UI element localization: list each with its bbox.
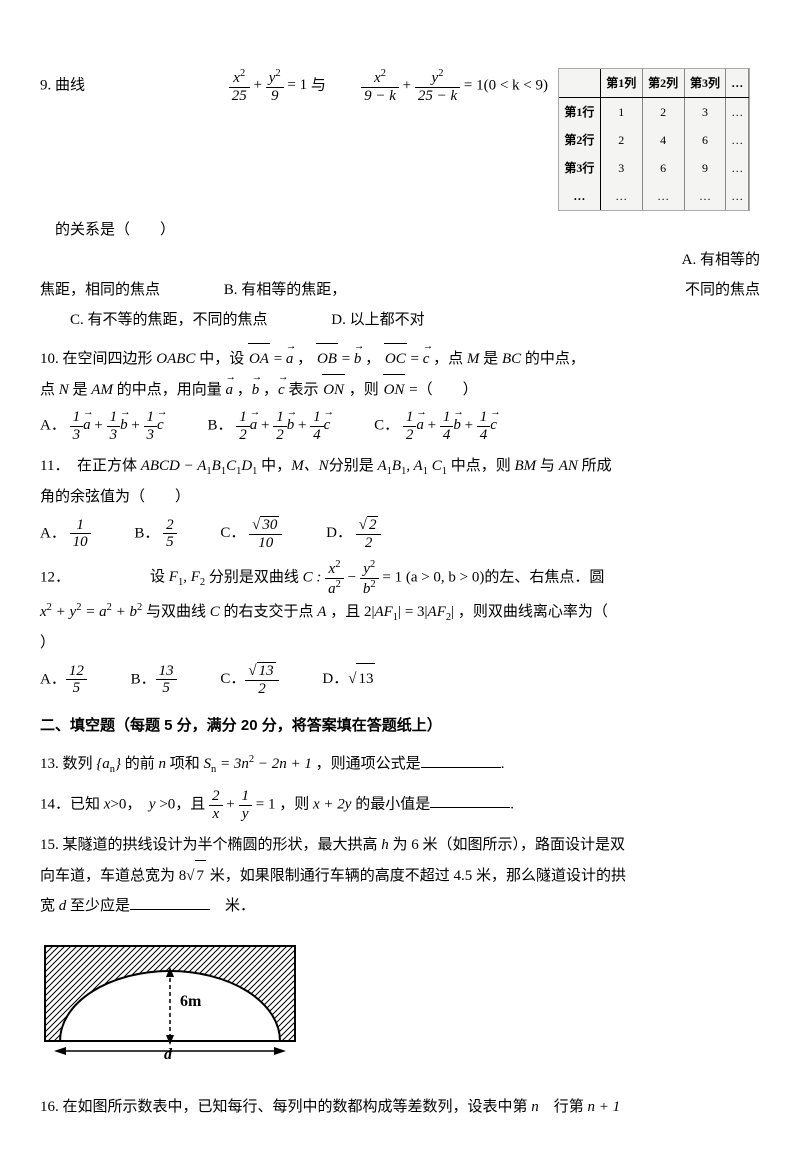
q13-block: 13. 数列 {an} 的前 n 项和 Sn = 3n2 − 2n + 1 ，则… xyxy=(40,749,760,780)
q14-blank[interactable] xyxy=(430,792,510,808)
q9-table: 第1列第2列第3列… 第1行123… 第2行246… 第3行369… …………… xyxy=(559,69,749,210)
section2-header: 二、填空题（每题 5 分，满分 20 分，将答案填在答题纸上） xyxy=(40,711,760,741)
q15-blank[interactable] xyxy=(130,894,210,910)
q9-opt-a-right: A. 有相等的 xyxy=(682,245,760,275)
q12-options: A．125 B．135 C．√132 D．√13 xyxy=(40,662,760,697)
q14-block: 14．已知 x>0， y >0，且 2x + 1y = 1 ，则 x + 2y … xyxy=(40,788,760,822)
q16-block: 16. 在如图所示数表中，已知每行、每列中的数都构成等差数列，设表中第 n 行第… xyxy=(40,1092,760,1122)
q9-prefix: 9. 曲线 xyxy=(40,77,85,93)
tunnel-svg: 6m d xyxy=(40,941,300,1061)
q9-line2: 的关系是（ ） xyxy=(55,215,760,245)
q9-table-figure: 第1列第2列第3列… 第1行123… 第2行246… 第3行369… …………… xyxy=(558,68,750,211)
q9-opts-line2: C. 有不等的焦距，不同的焦点 D. 以上都不对 xyxy=(70,305,760,335)
q9-mid: 与 xyxy=(311,77,326,93)
q10-block: 10. 在空间四边形 OABC 中，设 OA = a ， OB = b ， OC… xyxy=(40,343,760,405)
q13-blank[interactable] xyxy=(421,752,501,768)
q11-block: 11． 在正方体 ABCD − A1B1C1D1 中，M、N分别是 A1B1, … xyxy=(40,451,760,512)
tunnel-d-label: d xyxy=(164,1046,173,1061)
q9-block: 第1列第2列第3列… 第1行123… 第2行246… 第3行369… ……………… xyxy=(40,68,760,335)
tunnel-h-label: 6m xyxy=(180,993,202,1010)
q10-options: A． 13a + 13b + 13c B． 12a + 12b + 14c C．… xyxy=(40,409,760,443)
tunnel-figure: 6m d xyxy=(40,941,760,1072)
q11-options: A． 110 B． 25 C． √3010 D． √22 xyxy=(40,516,760,551)
q15-block: 15. 某隧道的拱线设计为半个椭圆的形状，最大拱高 h 为 6 米（如图所示），… xyxy=(40,830,760,921)
q12-block: 12．设 F1, F2 分别是双曲线 C : x2a2 − y2b2 = 1 (… xyxy=(40,559,760,658)
q9-eq2: x29 − k + y225 − k = 1(0 < k < 9) xyxy=(361,68,548,104)
q9-eq1: x225 + y29 = 1 xyxy=(229,77,311,93)
q9-opts-line: 焦距，相同的焦点 B. 有相等的焦距， 不同的焦点 xyxy=(40,275,760,305)
